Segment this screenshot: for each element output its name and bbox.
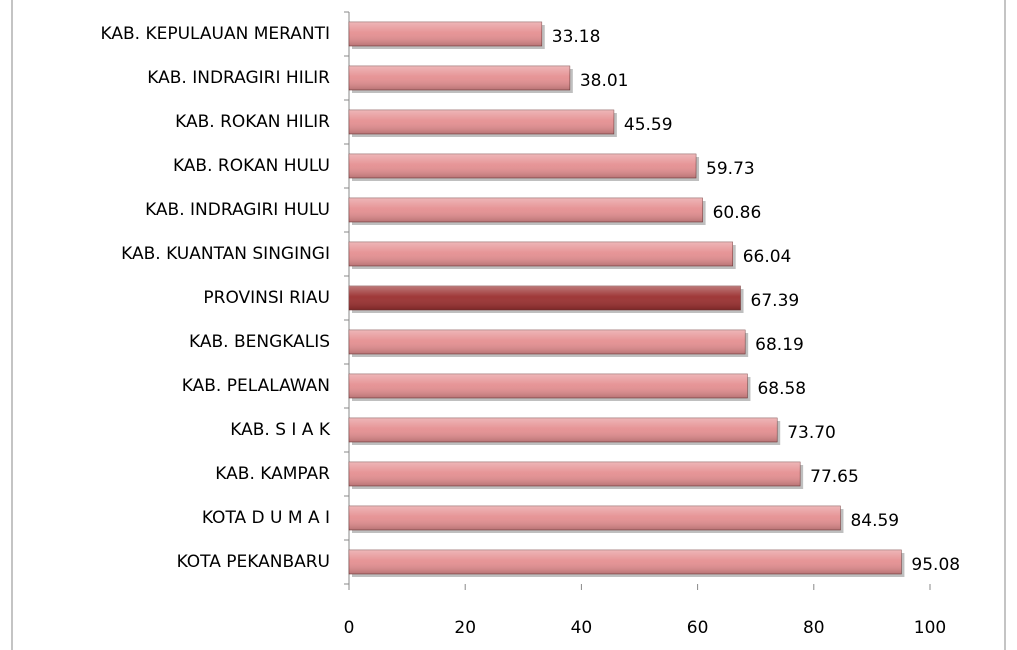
bar-highlight xyxy=(349,506,841,530)
y-tick-label: KOTA D U M A I xyxy=(202,508,330,528)
bar-highlight xyxy=(349,198,703,222)
x-tick-label: 60 xyxy=(687,618,709,638)
y-tick-label: KAB. BENGKALIS xyxy=(189,332,330,352)
x-tick-label: 100 xyxy=(914,618,946,638)
value-label: 84.59 xyxy=(850,511,899,531)
x-tick-label: 0 xyxy=(344,618,355,638)
value-label: 73.70 xyxy=(787,423,836,443)
y-tick-label: KAB. ROKAN HULU xyxy=(173,156,330,176)
value-label: 68.19 xyxy=(755,335,804,355)
bar-highlight xyxy=(349,286,741,310)
bar-highlight xyxy=(349,418,778,442)
bar-highlight xyxy=(349,242,733,266)
value-label: 66.04 xyxy=(743,247,792,267)
x-tick-label: 20 xyxy=(454,618,476,638)
value-label: 77.65 xyxy=(810,467,859,487)
bar-highlight xyxy=(349,462,801,486)
y-tick-label: KAB. S I A K xyxy=(230,420,331,440)
bar-highlight xyxy=(349,110,614,134)
bar-highlight xyxy=(349,550,902,574)
y-tick-label: KAB. KEPULAUAN MERANTI xyxy=(101,24,331,44)
value-label: 45.59 xyxy=(624,115,673,135)
value-label: 60.86 xyxy=(713,203,762,223)
value-label: 59.73 xyxy=(706,159,755,179)
y-tick-label: KAB. KUANTAN SINGINGI xyxy=(121,244,330,264)
value-label: 95.08 xyxy=(911,555,960,575)
value-label: 33.18 xyxy=(552,27,601,47)
bar-highlight xyxy=(349,22,542,46)
chart-border xyxy=(11,0,1006,650)
y-tick-label: KAB. KAMPAR xyxy=(215,464,330,484)
x-tick-label: 80 xyxy=(803,618,825,638)
y-tick-label: KAB. ROKAN HILIR xyxy=(175,112,330,132)
y-tick-label: KAB. INDRAGIRI HILIR xyxy=(147,68,330,88)
value-label: 38.01 xyxy=(580,71,629,91)
bar-highlight xyxy=(349,330,746,354)
x-tick-label: 40 xyxy=(571,618,593,638)
bar-highlight xyxy=(349,66,570,90)
y-tick-label: PROVINSI RIAU xyxy=(203,288,330,308)
y-tick-label: KOTA PEKANBARU xyxy=(177,552,330,572)
y-tick-label: KAB. PELALAWAN xyxy=(182,376,330,396)
bar-highlight xyxy=(349,374,748,398)
value-label: 67.39 xyxy=(751,291,800,311)
value-label: 68.58 xyxy=(757,379,806,399)
bar-highlight xyxy=(349,154,697,178)
y-tick-label: KAB. INDRAGIRI HULU xyxy=(145,200,330,220)
